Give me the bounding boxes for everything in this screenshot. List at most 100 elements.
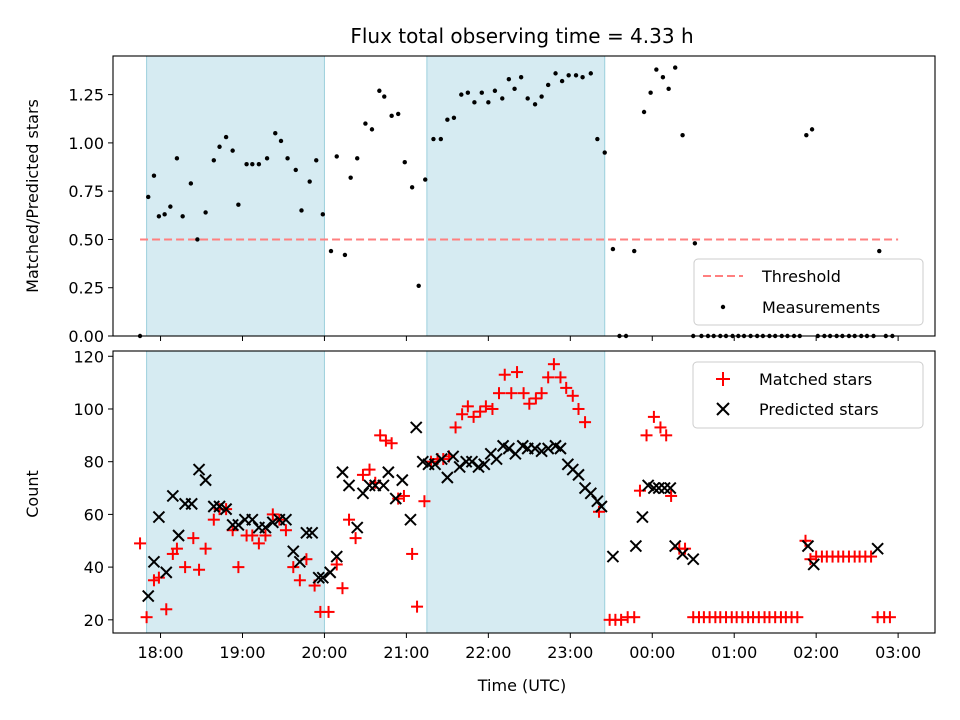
count-x-tick-label: 02:00 [793, 643, 839, 662]
ratio-y-tick-label: 0.25 [68, 279, 104, 298]
measurement-point [472, 100, 477, 105]
measurement-point [174, 156, 180, 161]
ratio-y-tick-label: 1.25 [68, 86, 104, 105]
matched-star-point [449, 421, 462, 434]
measurement-point [223, 134, 229, 140]
matched-star-point [554, 371, 567, 384]
matched-star-point [804, 553, 817, 566]
measurement-point [151, 173, 157, 178]
measurement-point [525, 96, 530, 101]
measurement-point [559, 78, 565, 84]
measurement-point [195, 237, 200, 242]
ratio-points-layer [137, 65, 895, 339]
matched-star-point [170, 542, 183, 555]
matched-star-point [266, 508, 279, 521]
matched-star-point [363, 463, 376, 476]
count-shaded-interval [146, 350, 325, 634]
measurement-point [377, 88, 382, 93]
predicted-star-point [147, 555, 161, 569]
measurement-point [486, 100, 491, 105]
predicted-star-point [363, 479, 376, 492]
count-points-layer [134, 358, 896, 626]
predicted-star-point [185, 497, 198, 511]
matched-star-point [385, 437, 398, 450]
ratio-shaded-interval [146, 55, 325, 337]
count-panel: 20 40 60 80 100 120 18:00 19:00 20:00 21:00 22:00… [23, 347, 936, 695]
matched-star-point [330, 558, 343, 571]
matched-star-point [356, 468, 369, 481]
predicted-star-point [606, 550, 620, 563]
predicted-star-point [305, 526, 319, 540]
matched-star-point [493, 387, 506, 400]
measurement-point [566, 73, 571, 78]
legend-measurements-label: Measurements [762, 298, 880, 317]
predicted-star-point [312, 571, 325, 584]
measurement-point [479, 90, 484, 95]
matched-star-point [134, 537, 147, 550]
measurement-point [314, 158, 319, 163]
measurement-point [660, 75, 666, 80]
count-y-tick-label: 40 [84, 558, 104, 577]
matched-star-point [207, 513, 220, 526]
matched-star-point [511, 366, 524, 379]
count-x-tick-label: 23:00 [547, 643, 593, 662]
count-x-tick-label: 19:00 [219, 643, 265, 662]
count-axes-frame [112, 350, 936, 634]
measurement-point [244, 161, 249, 167]
predicted-star-point [446, 450, 460, 463]
predicted-star-point [636, 510, 649, 524]
matched-star-point [498, 368, 511, 381]
matched-star-point [517, 387, 530, 400]
matched-star-point [199, 542, 212, 555]
predicted-star-point [676, 547, 689, 561]
measurement-point [648, 90, 653, 95]
ratio-x-axis [160, 336, 899, 341]
predicted-star-point [323, 566, 337, 579]
predicted-star-point [554, 442, 567, 455]
measurement-point [500, 96, 505, 101]
measurement-point [293, 167, 298, 173]
measurement-point [236, 202, 241, 207]
predicted-star-point [316, 571, 330, 584]
matched-star-point [523, 397, 536, 410]
count-x-tick-label: 18:00 [137, 643, 183, 662]
count-y-axis: 20 40 60 80 100 120 [73, 347, 113, 630]
matched-star-point [640, 429, 653, 442]
matched-star-point [474, 405, 487, 418]
measurement-point [389, 113, 394, 119]
matched-star-point [883, 611, 896, 624]
measurement-point [654, 67, 659, 72]
measurement-point [595, 136, 600, 142]
predicted-star-point [351, 521, 364, 534]
matched-star-point [343, 513, 356, 526]
predicted-star-point [287, 545, 300, 558]
matched-star-point [529, 392, 542, 405]
ratio-y-tick-label: 0.50 [68, 230, 104, 249]
legend-measurements-marker [720, 304, 726, 310]
measurement-point [573, 73, 579, 78]
measurement-point [580, 75, 585, 80]
measurement-point [217, 144, 222, 149]
matched-star-point [232, 561, 245, 574]
measurement-point [539, 94, 544, 99]
measurement-point [532, 102, 538, 107]
matched-star-point [647, 410, 660, 423]
predicted-star-point [266, 516, 280, 529]
predicted-star-point [152, 510, 166, 524]
measurement-point [299, 208, 304, 213]
legend-matched-label: Matched stars [759, 370, 872, 389]
matched-star-point [259, 529, 272, 542]
ratio-y-axis: 0.00 0.25 0.50 0.75 1.00 1.25 [68, 86, 113, 346]
predicted-star-point [687, 552, 700, 566]
measurement-point [553, 71, 558, 76]
predicted-star-point [377, 479, 390, 492]
count-legend-box [692, 361, 924, 429]
predicted-star-point [199, 473, 212, 487]
count-y-tick-label: 100 [73, 400, 104, 419]
measurement-point [363, 121, 368, 126]
predicted-star-point [541, 442, 555, 455]
measurement-point [382, 94, 387, 99]
ratio-y-tick-label: 0.00 [68, 327, 104, 346]
predicted-star-point [219, 502, 233, 516]
predicted-star-point [166, 489, 180, 503]
